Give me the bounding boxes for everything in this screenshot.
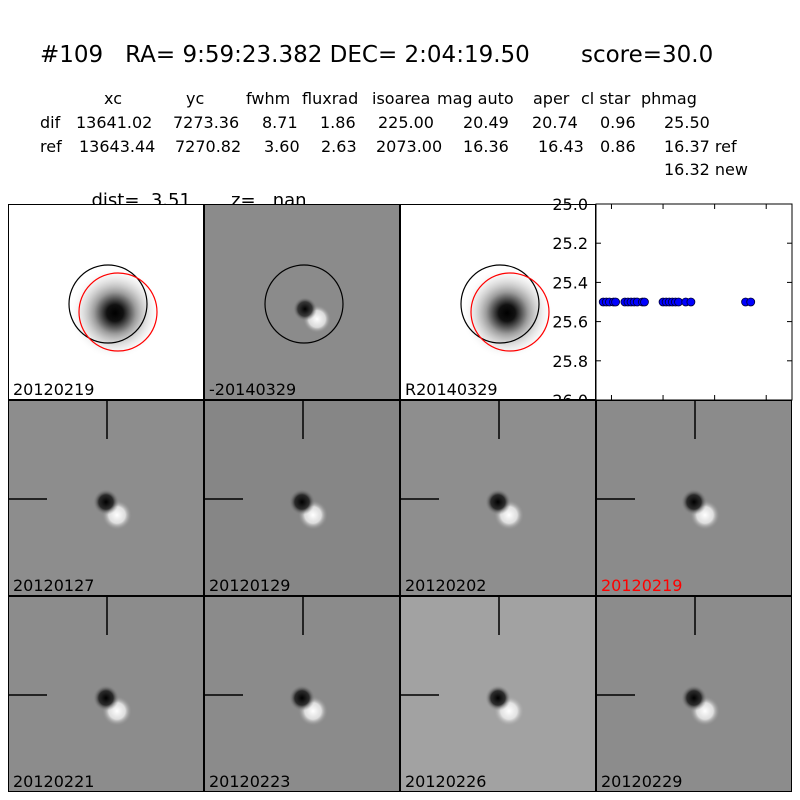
column-header: xc [104, 89, 122, 108]
stamp-date-label: 20120229 [601, 772, 683, 791]
column-header: fwhm [246, 89, 291, 108]
y-tick-label: 25.0 [552, 195, 588, 214]
row-value: 25.50 [664, 113, 710, 132]
stamp-svg [9, 401, 132, 530]
y-tick-label: 25.6 [552, 313, 588, 332]
red-aperture-circle [470, 272, 550, 352]
difference-stamp: 20120229 [596, 596, 792, 792]
data-point [686, 297, 696, 307]
image-panel-svg [264, 264, 344, 344]
row-value: 3.60 [264, 137, 300, 156]
row-value: 1.86 [320, 113, 356, 132]
residual-negative [485, 489, 511, 515]
row-value: 0.86 [600, 137, 636, 156]
row-value: 7270.82 [175, 137, 242, 156]
column-header: yc [186, 89, 205, 108]
candidate-title: #109 RA= 9:59:23.382 DEC= 2:04:19.50 sco… [40, 42, 714, 68]
residual-negative [681, 685, 707, 711]
data-point [640, 297, 649, 307]
stamp-svg [205, 401, 328, 530]
difference-stamp: 20120226 [400, 596, 596, 792]
difference-stamp: 20120202 [400, 400, 596, 596]
phmag-new-value: 16.32 new [664, 160, 748, 179]
black-aperture-circle [460, 264, 540, 344]
row-value: 2.63 [321, 137, 357, 156]
star-image [461, 267, 553, 359]
column-header: phmag [641, 89, 697, 108]
stamp-date-label: 20120129 [209, 576, 291, 595]
red-aperture-circle [78, 272, 158, 352]
phmag-plot-svg: 25.025.225.425.625.826.0-50050100 [552, 195, 793, 421]
column-header: fluxrad [302, 89, 359, 108]
star-image [69, 267, 161, 359]
row-name: ref [40, 137, 62, 156]
image-panel: R20140329 [400, 204, 596, 400]
residual-negative [289, 685, 315, 711]
row-value: 20.74 [532, 113, 578, 132]
residual-negative [289, 489, 315, 515]
stamp-date-label: 20120223 [209, 772, 291, 791]
y-tick-label: 25.2 [552, 234, 588, 253]
data-point [611, 297, 621, 307]
row-value: 225.00 [378, 113, 434, 132]
residual-negative [93, 489, 119, 515]
column-header: mag auto [437, 89, 514, 108]
row-value: 0.96 [600, 113, 636, 132]
row-value: 16.36 [463, 137, 509, 156]
column-header: isoarea [372, 89, 431, 108]
residual-negative [681, 489, 707, 515]
difference-stamp: 20120127 [8, 400, 204, 596]
y-tick-label: 25.4 [552, 273, 588, 292]
residual-negative [485, 685, 511, 711]
row-value: 8.71 [262, 113, 298, 132]
row-value: 20.49 [463, 113, 509, 132]
row-value: 13643.44 [79, 137, 156, 156]
phmag-plot: 25.025.225.425.625.826.0-50050100 [552, 195, 796, 421]
row-value: 16.43 [538, 137, 584, 156]
stamp-svg [401, 597, 524, 726]
residual-negative [93, 685, 119, 711]
black-aperture-circle [264, 264, 344, 344]
panel-date-label: R20140329 [405, 380, 498, 399]
column-header: cl star [581, 89, 631, 108]
row-value: 7273.36 [173, 113, 240, 132]
stamp-date-label: 20120221 [13, 772, 95, 791]
difference-stamp: 20120129 [204, 400, 400, 596]
row-name: dif [40, 113, 61, 132]
image-panel-svg [68, 264, 161, 359]
black-aperture-circle [68, 264, 148, 344]
image-panel-svg [460, 264, 553, 359]
panel-date-label: -20140329 [209, 380, 297, 399]
residual-negative [293, 297, 317, 321]
stamp-date-label: 20120226 [405, 772, 487, 791]
difference-stamp: 20120223 [204, 596, 400, 792]
row-value: 13641.02 [76, 113, 153, 132]
stamp-date-label: 20120202 [405, 576, 487, 595]
y-tick-label: 25.8 [552, 352, 588, 371]
stamp-date-label: 20120219 [601, 576, 683, 595]
difference-stamp: 20120221 [8, 596, 204, 792]
row-value: 16.37 ref [664, 137, 737, 156]
stamp-svg [205, 597, 328, 726]
stamp-svg [597, 597, 720, 726]
stamp-svg [401, 401, 524, 530]
difference-stamp: 20120219 [596, 400, 792, 596]
data-point [746, 297, 756, 307]
stamp-svg [597, 401, 720, 530]
data-point [674, 297, 683, 307]
row-value: 2073.00 [376, 137, 443, 156]
column-header: aper [533, 89, 570, 108]
image-panel: 20120219 [8, 204, 204, 400]
image-panel: -20140329 [204, 204, 400, 400]
stamp-svg [9, 597, 132, 726]
stamp-date-label: 20120127 [13, 576, 95, 595]
panel-date-label: 20120219 [13, 380, 95, 399]
